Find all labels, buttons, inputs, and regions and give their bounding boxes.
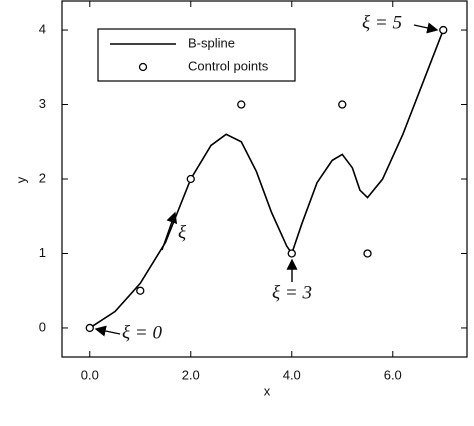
- x-tick-label: 6.0: [384, 367, 402, 382]
- y-tick-label: 2: [39, 170, 46, 185]
- control-point: [287, 249, 296, 258]
- annotation: ξ = 5: [362, 12, 402, 33]
- annotation: ξ = 3: [272, 282, 312, 303]
- control-point: [338, 100, 347, 109]
- control-point: [439, 25, 448, 35]
- control-point: [363, 249, 372, 258]
- annotation-arrow: [413, 22, 439, 34]
- control-point: [85, 323, 94, 333]
- y-axis-label: y: [13, 176, 28, 183]
- x-tick-label: 0.0: [81, 367, 99, 382]
- y-tick-label: 3: [39, 96, 46, 111]
- legend-box: [97, 28, 296, 82]
- annotation-arrow: [94, 325, 121, 337]
- x-tick-label: 2.0: [182, 367, 200, 382]
- legend-label: Control points: [188, 58, 269, 73]
- annotation-arrow: [161, 211, 178, 251]
- y-tick-label: 4: [39, 21, 46, 36]
- x-axis-label: x: [264, 383, 271, 398]
- legend-marker: [138, 62, 148, 72]
- y-tick-label: 1: [39, 245, 46, 260]
- y-tick-label: 0: [39, 319, 46, 334]
- legend-label: B-spline: [188, 35, 235, 50]
- control-point: [186, 174, 195, 184]
- control-point: [237, 100, 246, 109]
- control-point: [136, 286, 145, 295]
- annotation: ξ: [178, 222, 187, 243]
- annotation: ξ = 0: [122, 322, 162, 343]
- x-tick-label: 4.0: [283, 367, 301, 382]
